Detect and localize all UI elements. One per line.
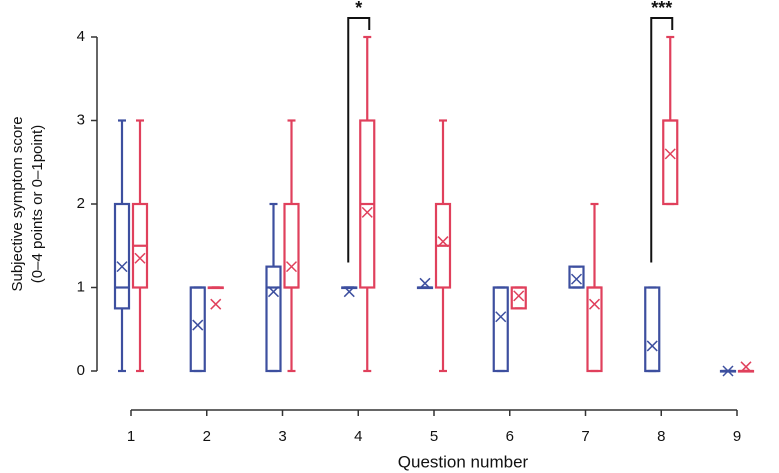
- x-tick-label: 1: [127, 428, 135, 445]
- x-axis-label: Question number: [398, 452, 529, 471]
- mean-marker: [134, 252, 146, 264]
- mean-marker: [116, 261, 128, 273]
- mean-marker: [419, 277, 431, 289]
- significance-bracket: [650, 17, 674, 263]
- mean-marker: [437, 236, 449, 248]
- box: [265, 265, 282, 373]
- x-tick-label: 3: [278, 428, 286, 445]
- box: [510, 286, 527, 310]
- y-axis-label-line: Subjective symptom score: [9, 116, 26, 291]
- significance-bracket: [347, 17, 371, 263]
- x-tick-label: 9: [733, 428, 741, 445]
- y-tick-label: 3: [77, 111, 85, 128]
- mean-marker: [495, 311, 507, 323]
- x-tick-label: 7: [581, 428, 589, 445]
- x-tick-label: 5: [430, 428, 438, 445]
- mean-marker: [570, 273, 583, 285]
- mean-marker: [646, 340, 658, 352]
- mean-marker: [285, 261, 298, 273]
- box: [113, 202, 131, 310]
- box: [283, 202, 300, 289]
- box: [662, 119, 679, 206]
- mean-marker: [267, 286, 280, 298]
- box: [492, 286, 509, 373]
- significance-label: ***: [651, 0, 672, 18]
- mean-marker: [343, 286, 355, 298]
- mean-marker: [361, 206, 373, 218]
- x-tick-label: 2: [203, 428, 211, 445]
- y-tick-label: 2: [77, 195, 85, 212]
- y-axis-label: Subjective symptom score (0–4 points or …: [9, 116, 46, 291]
- mean-marker: [588, 298, 601, 310]
- mean-marker: [513, 290, 525, 302]
- box: [644, 286, 661, 373]
- mean-marker: [722, 365, 734, 377]
- y-axis-label-line: (0–4 points or 0–1point): [29, 125, 46, 283]
- y-tick-label: 1: [77, 278, 85, 295]
- x-tick-label: 6: [506, 428, 514, 445]
- x-tick-label: 4: [354, 428, 362, 445]
- y-tick-label: 4: [77, 28, 85, 45]
- significance-label: *: [355, 0, 362, 18]
- mean-marker: [210, 298, 222, 310]
- mean-marker: [192, 319, 204, 331]
- mean-marker: [664, 148, 676, 160]
- mean-marker: [740, 361, 752, 373]
- y-tick-label: 0: [77, 362, 85, 379]
- box: [568, 265, 585, 289]
- x-tick-label: 8: [657, 428, 665, 445]
